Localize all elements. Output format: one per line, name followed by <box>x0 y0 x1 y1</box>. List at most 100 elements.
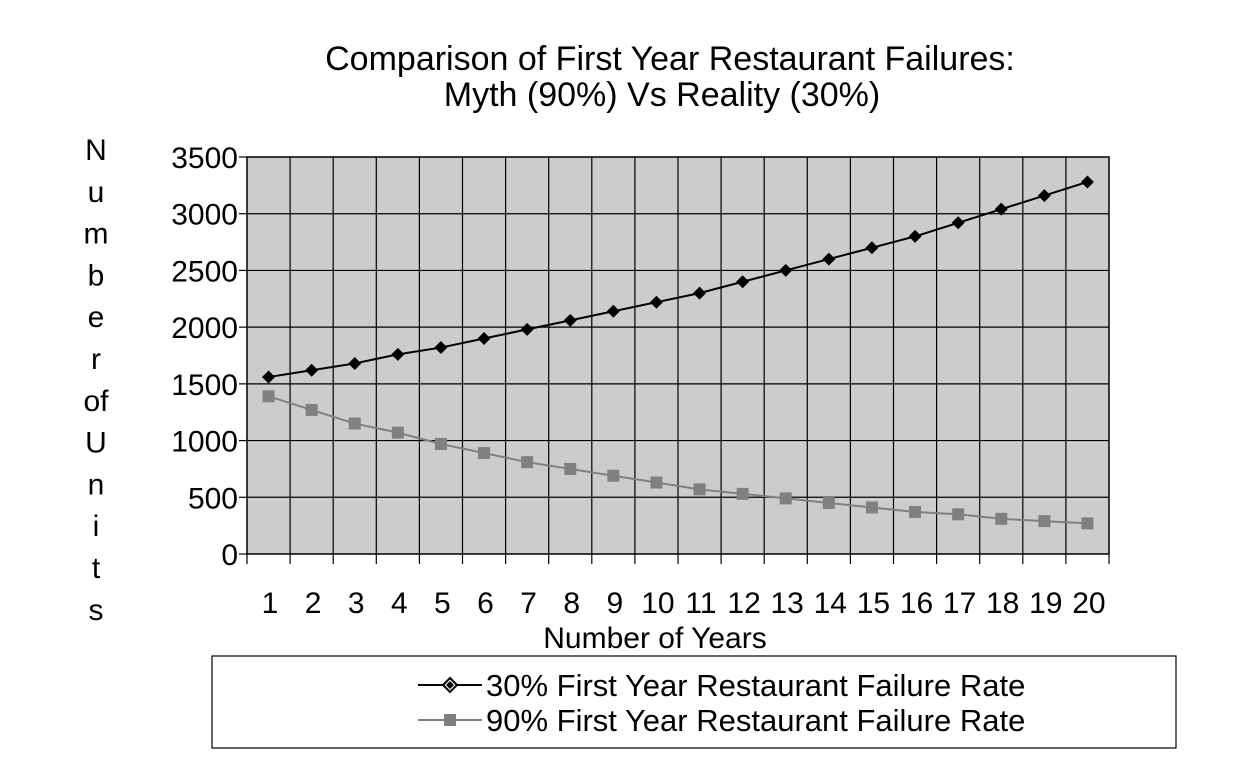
x-tick-label: 15 <box>857 587 890 620</box>
legend-marker <box>444 714 456 726</box>
data-point <box>305 403 318 416</box>
y-axis-label-char: m <box>84 218 109 251</box>
x-tick-label: 6 <box>477 587 494 620</box>
x-tick-label: 19 <box>1029 587 1062 620</box>
x-tick-label: 13 <box>771 587 804 620</box>
y-tick-label: 0 <box>221 539 238 572</box>
data-point <box>995 512 1008 525</box>
chart-title-line1: Comparison of First Year Restaurant Fail… <box>325 40 1015 78</box>
y-axis-label-char: U <box>85 427 107 460</box>
data-point <box>736 275 750 289</box>
legend-label: 90% First Year Restaurant Failure Rate <box>486 703 1025 738</box>
series-line <box>268 395 1088 525</box>
y-axis-label-char: u <box>88 176 105 209</box>
y-axis-label-char: e <box>88 301 105 334</box>
x-tick-label: 4 <box>391 587 408 620</box>
series-line <box>268 181 1088 379</box>
x-tick-label: 5 <box>434 587 451 620</box>
data-point <box>650 476 663 489</box>
y-axis-label-char: i <box>93 510 100 543</box>
data-point <box>909 506 922 519</box>
data-point <box>1080 175 1094 189</box>
data-point <box>478 447 491 460</box>
data-point <box>520 322 534 336</box>
y-axis-label-char: of <box>83 385 109 418</box>
data-point <box>1081 517 1094 530</box>
data-point <box>607 469 620 482</box>
data-point <box>434 341 448 355</box>
x-tick-label: 18 <box>986 587 1019 620</box>
y-axis-label-char: s <box>89 594 104 627</box>
y-tick-label: 2000 <box>171 312 238 345</box>
data-point <box>563 313 577 327</box>
data-point <box>952 508 965 521</box>
x-tick-label: 17 <box>943 587 976 620</box>
data-point <box>391 347 405 361</box>
x-tick-label: 20 <box>1072 587 1105 620</box>
legend-label: 30% First Year Restaurant Failure Rate <box>486 668 1025 703</box>
data-point <box>564 462 577 475</box>
y-tick-label: 3500 <box>171 142 238 175</box>
legend-marker-fill <box>446 681 454 689</box>
y-axis-label-char: b <box>88 259 105 292</box>
x-tick-label: 2 <box>305 587 322 620</box>
x-tick-label: 14 <box>814 587 847 620</box>
x-tick-label: 11 <box>685 587 716 620</box>
x-tick-label: 8 <box>563 587 580 620</box>
data-point <box>951 216 965 230</box>
series-2 <box>262 390 1094 530</box>
data-point <box>822 496 835 509</box>
y-tick-label: 2500 <box>171 255 238 288</box>
data-point <box>606 304 620 318</box>
legend-box <box>211 655 1177 749</box>
data-point <box>865 501 878 514</box>
x-tick-label: 16 <box>900 587 933 620</box>
x-tick-label: 7 <box>520 587 537 620</box>
x-tick-label: 12 <box>727 587 760 620</box>
x-tick-label: 10 <box>641 587 674 620</box>
series-1 <box>262 175 1094 384</box>
data-point <box>1037 189 1051 203</box>
y-axis-label-char: n <box>88 468 105 501</box>
data-point <box>693 483 706 496</box>
legend-item-2: 90% First Year Restaurant Failure Rate <box>418 703 1025 738</box>
data-point <box>779 492 792 505</box>
y-axis-label-char: N <box>85 134 107 167</box>
data-point <box>434 437 447 450</box>
y-tick-label: 3000 <box>171 199 238 232</box>
data-point <box>521 456 534 469</box>
data-point <box>348 356 362 370</box>
data-point <box>262 370 276 384</box>
data-point <box>391 426 404 439</box>
data-point <box>822 252 836 266</box>
chart-title-line2: Myth (90%) Vs Reality (30%) <box>444 76 880 114</box>
legend-item-1: 30% First Year Restaurant Failure Rate <box>418 668 1025 703</box>
data-point <box>994 202 1008 216</box>
y-tick-label: 1000 <box>171 426 238 459</box>
data-point <box>477 331 491 345</box>
horizontal-gridlines <box>247 213 1109 498</box>
data-point <box>693 286 707 300</box>
series-layer <box>262 175 1094 530</box>
data-point <box>736 487 749 500</box>
x-tick-label: 1 <box>262 587 279 620</box>
x-axis-ticks: 1 2 3 4 5 6 7 8 9 10 11 12 13 14 15 16 17 18 19 20 <box>246 554 1110 620</box>
data-point <box>649 295 663 309</box>
y-axis-label-char: t <box>92 552 101 585</box>
y-axis-ticks: 0 500 1000 1500 2000 2500 3000 3500 <box>171 142 247 572</box>
x-tick-label: 9 <box>606 587 623 620</box>
data-point <box>908 229 922 243</box>
y-axis-label-char: r <box>91 343 101 376</box>
data-point <box>865 241 879 255</box>
data-point <box>262 390 275 403</box>
x-tick-label: 3 <box>348 587 365 620</box>
data-point <box>779 263 793 277</box>
legend: 30% First Year Restaurant Failure Rate90… <box>418 668 1025 738</box>
data-point <box>305 363 319 377</box>
data-point <box>348 417 361 430</box>
data-point <box>1038 515 1051 528</box>
y-tick-label: 500 <box>188 482 238 515</box>
x-axis-label: Number of Years <box>543 622 766 655</box>
